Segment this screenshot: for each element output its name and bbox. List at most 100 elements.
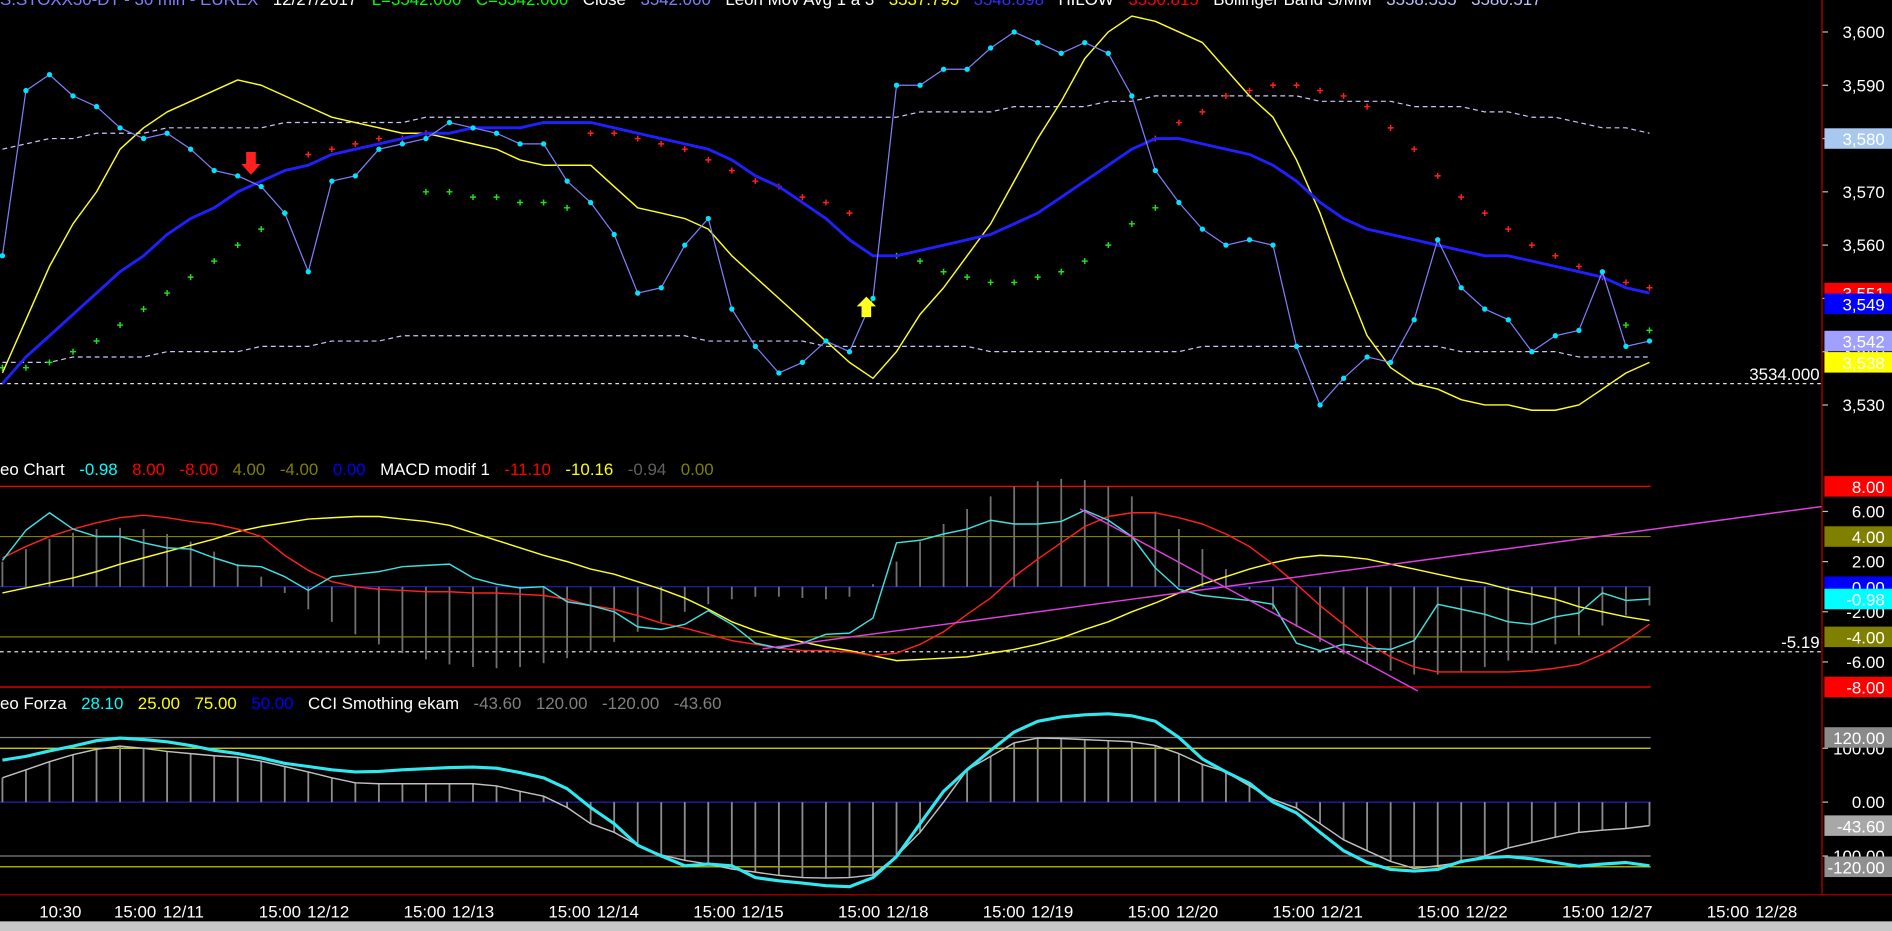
header-item: eo Forza — [0, 694, 67, 713]
header-item: -8.00 — [180, 460, 218, 479]
x-tick-label: 15:00 — [1128, 903, 1170, 922]
data-point — [258, 183, 264, 190]
x-tick-label: 12/12 — [307, 903, 349, 922]
data-point — [1199, 226, 1206, 232]
header-item: 3550.815 — [1128, 0, 1198, 9]
signal-cross — [1105, 242, 1112, 249]
header-item: MACD modif 1 — [380, 460, 490, 479]
signal-cross — [1128, 220, 1135, 227]
data-point — [70, 93, 76, 99]
plot-layer — [0, 15, 1829, 889]
signal-cross — [987, 279, 994, 286]
signal-cross — [1199, 108, 1206, 115]
data-point — [305, 269, 311, 275]
signal-cross — [446, 188, 453, 195]
signal-cross — [1528, 242, 1535, 249]
data-point — [776, 370, 782, 376]
header-item: -11.10 — [504, 460, 551, 479]
value-tag — [1824, 128, 1892, 149]
value-tag-label: 8.00 — [1852, 478, 1885, 497]
data-point — [917, 82, 923, 88]
x-tick-label: 15:00 — [1562, 903, 1604, 922]
trend-line — [1079, 508, 1419, 692]
signal-cross — [1552, 252, 1559, 259]
signal-cross — [1387, 124, 1394, 131]
signal-cross — [799, 194, 806, 201]
data-point — [1246, 237, 1253, 243]
signal-cross — [140, 306, 147, 313]
data-point — [140, 135, 147, 142]
x-tick-label: 12/14 — [597, 903, 639, 922]
trend-line — [762, 505, 1823, 650]
signal-cross — [1364, 103, 1371, 110]
signal-cross — [964, 274, 971, 281]
data-point — [164, 130, 170, 136]
data-point — [987, 45, 994, 51]
data-point — [1152, 167, 1159, 174]
data-point — [1035, 39, 1041, 46]
reference-label: -5.19 — [1781, 633, 1819, 652]
reference-label: 3534.000 — [1749, 365, 1819, 384]
y-tick-label: 3,570 — [1843, 183, 1885, 202]
header-item: L=3542.000 — [372, 0, 462, 9]
data-point — [1082, 39, 1088, 46]
signal-cross — [822, 199, 829, 206]
x-tick-label: 12/28 — [1755, 903, 1797, 922]
signal-cross — [1011, 279, 1018, 286]
x-tick-label: 12/19 — [1031, 903, 1073, 922]
data-point — [517, 141, 523, 147]
header-item: S.STOXX50-DT - 30 min - EUREX — [0, 0, 258, 9]
x-tick-label: 15:00 — [1707, 903, 1749, 922]
series-line — [2, 712, 1650, 889]
value-tag — [1824, 293, 1892, 314]
signal-cross — [46, 359, 53, 366]
data-point — [635, 290, 641, 296]
value-tag — [1824, 815, 1892, 836]
data-point — [1129, 93, 1135, 99]
header-item: 25.00 — [138, 694, 180, 713]
data-point — [399, 141, 406, 147]
signal-cross — [752, 178, 759, 185]
signal-cross — [517, 199, 524, 206]
x-tick-label: 12/27 — [1610, 903, 1652, 922]
y-tick-label: 2.00 — [1852, 553, 1885, 572]
series-line — [1, 121, 1650, 385]
value-tag-label: 4.00 — [1852, 528, 1885, 547]
header-item: -120.00 — [602, 694, 659, 713]
value-tag — [1824, 476, 1892, 497]
x-tick-label: 12/22 — [1465, 903, 1507, 922]
header-item: -0.98 — [79, 460, 117, 479]
header-item: CCI Smothing ekam — [308, 694, 459, 713]
series-line — [2, 737, 1650, 879]
data-point — [846, 349, 853, 355]
y-tick-label: 3,590 — [1843, 76, 1885, 95]
value-tag — [1824, 588, 1892, 610]
value-tag-label: -8.00 — [1846, 679, 1884, 698]
data-point — [211, 167, 217, 174]
data-point — [658, 285, 664, 291]
data-point — [564, 178, 570, 184]
x-tick-label: 15:00 — [1417, 903, 1459, 922]
header-item: 50.00 — [251, 694, 293, 713]
value-tag — [1824, 856, 1892, 878]
signal-cross — [705, 156, 712, 163]
header-item: -10.16 — [565, 460, 613, 479]
data-point — [1387, 359, 1394, 366]
signal-cross — [328, 146, 335, 153]
signal-cross — [1317, 87, 1324, 94]
value-tag-label: 3,549 — [1843, 295, 1885, 314]
value-tag-label: -43.60 — [1837, 817, 1885, 836]
signal-cross — [540, 199, 547, 206]
signal-cross — [187, 274, 194, 281]
header-item: 0.00 — [333, 460, 366, 479]
header-item: -43.60 — [674, 694, 722, 713]
data-point — [1529, 349, 1535, 355]
signal-cross — [634, 135, 641, 142]
y-tick-label: 0.00 — [1852, 793, 1885, 812]
data-point — [964, 66, 970, 72]
value-tag-label: 3,538 — [1843, 354, 1885, 373]
x-tick-label: 15:00 — [693, 903, 735, 922]
panel-header: eo Forza 28.10 25.00 75.00 50.00 CCI Smothing… — [0, 694, 722, 713]
scrollbar[interactable] — [0, 921, 1892, 931]
signal-cross — [1081, 258, 1088, 265]
